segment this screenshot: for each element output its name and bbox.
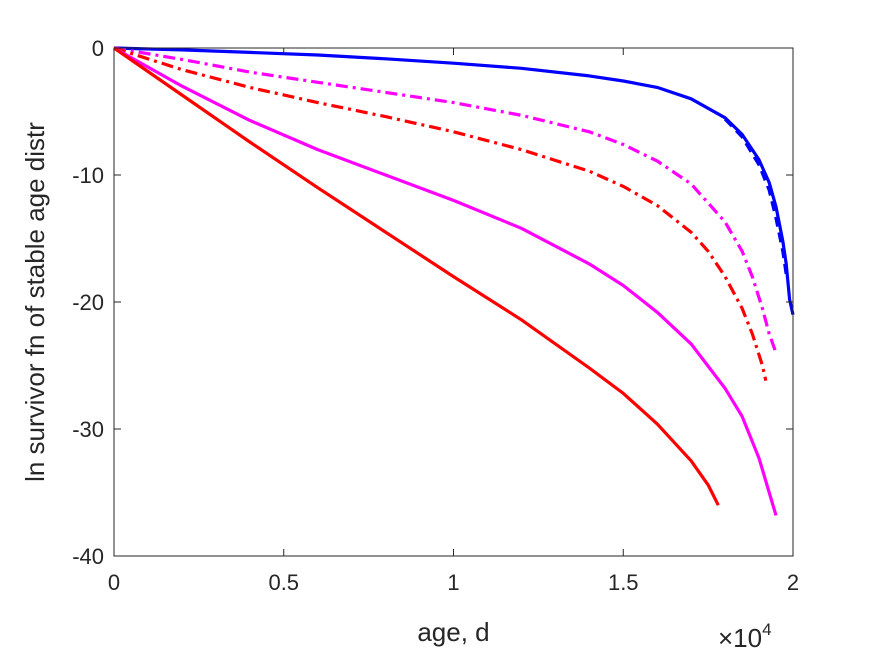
y-tick-label: -40 [72,544,104,569]
x-axis-exponent-base: ×10 [718,623,762,653]
series-line-5 [113,46,778,516]
x-axis-exponent: ×104 [718,620,772,653]
series-line-3 [113,46,778,354]
x-tick-label: 1.5 [608,570,639,595]
y-tick-label: 0 [92,36,104,61]
x-tick-label: 2 [787,570,799,595]
x-tick-label: 1 [447,570,459,595]
series-line-1 [113,46,795,316]
y-axis-label: ln survivor fn of stable age distr [20,122,50,482]
series-layer [113,46,795,516]
series-line-2 [723,117,788,275]
series-line-4 [113,46,768,382]
x-axis-ticks: 0 0.5 1 1.5 2 [108,48,799,595]
y-tick-label: -20 [72,290,104,315]
x-tick-label: 0.5 [268,570,299,595]
y-axis-ticks: 0 -10 -20 -30 -40 [72,36,793,569]
x-axis-exponent-power: 4 [762,620,771,639]
x-tick-label: 0 [108,570,120,595]
plot-area-frame [113,47,794,557]
x-axis-label: age, d [417,617,489,647]
y-tick-label: -10 [72,163,104,188]
series-line-6 [113,46,720,506]
y-tick-label: -30 [72,417,104,442]
axes [113,47,794,557]
